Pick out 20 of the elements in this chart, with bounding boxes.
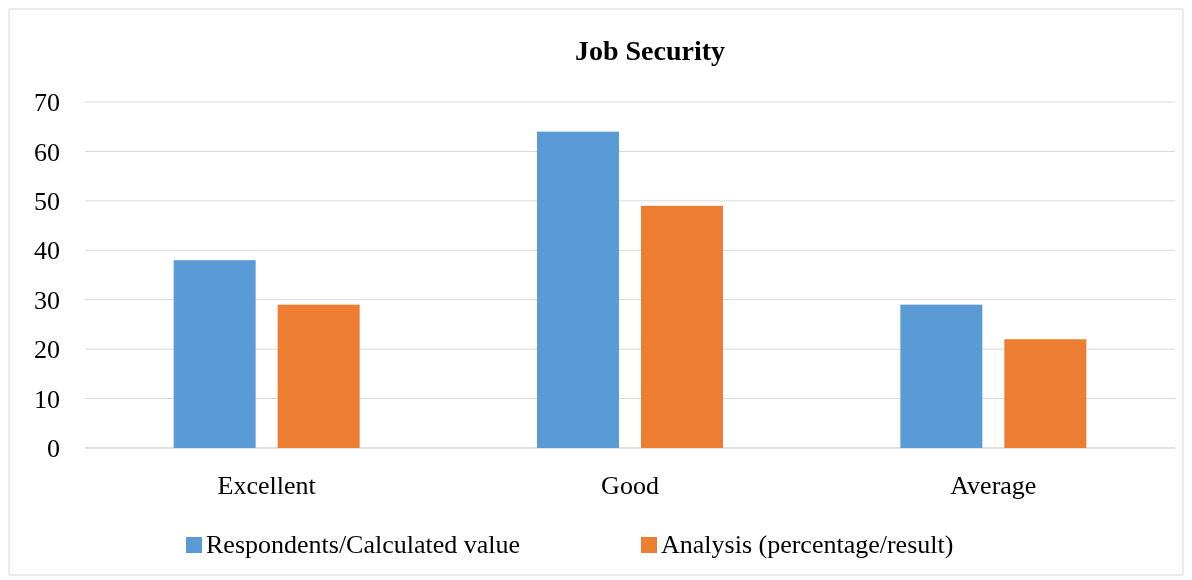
legend-label: Analysis (percentage/result) [661,530,954,559]
legend-label: Respondents/Calculated value [206,530,521,559]
chart-title: Job Security [574,35,726,66]
bar [1004,339,1087,448]
x-tick-label: Excellent [217,471,317,500]
y-tick-label: 20 [34,335,60,365]
y-tick-label: 60 [34,137,60,167]
x-tick-label: Average [950,471,1037,500]
bar [641,205,723,448]
y-tick-label: 70 [34,88,60,118]
bar [277,304,360,448]
y-tick-label: 50 [34,186,60,216]
y-tick-label: 40 [34,236,60,266]
bar [173,260,256,448]
y-tick-label: 10 [34,384,60,414]
y-tick-label: 0 [47,434,60,464]
y-tick-label: 30 [34,285,60,315]
bar [537,131,619,448]
bar [900,304,983,448]
x-tick-label: Good [601,471,659,500]
